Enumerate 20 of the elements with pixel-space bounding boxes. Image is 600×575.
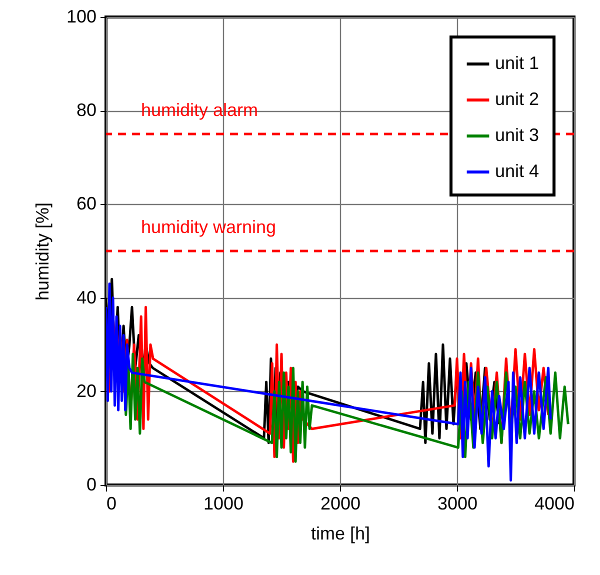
x-axis-title: time [h] <box>310 524 370 544</box>
y-tick-label: 0 <box>86 474 96 494</box>
legend-label: unit 2 <box>495 89 540 109</box>
x-tick-label: 0 <box>106 494 117 514</box>
y-tick-label: 100 <box>66 6 96 26</box>
legend-label: unit 3 <box>495 125 540 145</box>
ref-line-label: humidity alarm <box>141 100 258 120</box>
x-tick-label: 3000 <box>437 494 478 514</box>
line-series <box>106 282 552 482</box>
y-axis-title: humidity [%] <box>32 202 52 301</box>
y-tick-label: 20 <box>76 380 96 401</box>
x-tick-label: 1000 <box>203 494 244 514</box>
x-tick-label: 2000 <box>320 494 361 514</box>
x-tick-label: 4000 <box>534 494 574 514</box>
legend-label: unit 4 <box>495 161 540 181</box>
legend-label: unit 1 <box>495 53 540 73</box>
y-tick-label: 40 <box>76 287 96 308</box>
y-tick-label: 80 <box>76 100 96 120</box>
ref-line-label: humidity warning <box>141 217 276 237</box>
y-tick-label: 60 <box>76 194 96 214</box>
